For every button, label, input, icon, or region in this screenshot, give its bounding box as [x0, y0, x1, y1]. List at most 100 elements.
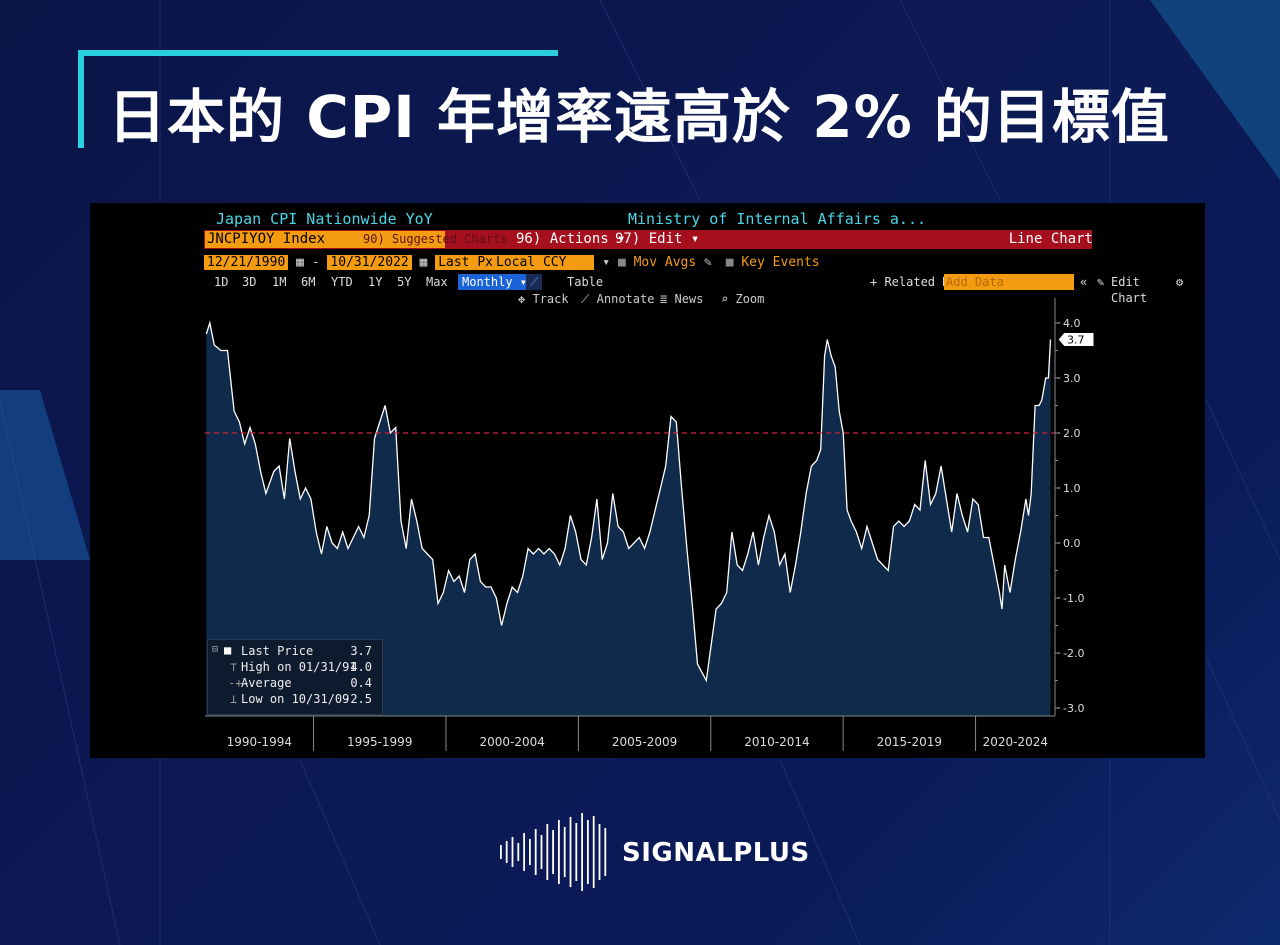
x-period-label: 2005-2009 — [612, 735, 677, 749]
low-marker-icon: ⊥ — [230, 692, 238, 706]
x-period-label: 2015-2019 — [877, 735, 942, 749]
cpi-line-chart[interactable]: 4.0 3.0 2.0 1.0 0.0 -1.0 -2.0 -3.0 1990-1994 1995… — [90, 203, 1205, 758]
logo-bar — [546, 824, 549, 880]
period-1d[interactable]: 1D — [214, 275, 229, 289]
logo-bar — [511, 837, 514, 867]
logo-bar — [540, 835, 543, 869]
logo-bar — [552, 830, 554, 874]
start-date-field[interactable]: 12/21/1990 — [204, 255, 289, 270]
add-data-field[interactable]: Add Data — [944, 274, 1074, 290]
news-button[interactable]: ≣ News — [660, 292, 704, 306]
end-date-field[interactable]: 10/31/2022 — [327, 255, 412, 270]
period-ytd[interactable]: YTD — [331, 275, 353, 289]
logo-bar — [598, 824, 601, 880]
x-period-label: 2000-2004 — [479, 735, 544, 749]
high-marker-icon: ⊤ — [230, 660, 238, 674]
period-max[interactable]: Max — [426, 275, 448, 289]
y-tick-label: 3.0 — [1063, 372, 1081, 385]
average-marker-icon: -+- — [228, 676, 250, 690]
collapse-icon[interactable]: « — [1080, 275, 1088, 289]
legend-average-label: Average — [241, 676, 292, 690]
actions-menu[interactable]: 96) Actions ▾ — [516, 231, 626, 247]
line-chart-icon[interactable]: ⟋ — [526, 274, 543, 290]
logo-bar — [581, 813, 583, 891]
legend-last-price-value: 3.7 — [350, 644, 372, 658]
logo-bar — [534, 829, 537, 875]
period-5y[interactable]: 5Y — [397, 275, 412, 289]
related-data-button[interactable]: + Related Dat — [870, 275, 964, 289]
period-1m[interactable]: 1M — [272, 275, 287, 289]
annotate-button[interactable]: ⟋ Annotate — [581, 292, 655, 306]
currency-select[interactable]: Local CCY — [493, 255, 595, 270]
title-accent-side — [78, 50, 84, 148]
logo-bar — [505, 841, 508, 863]
brand-name: SIGNALPLUS — [622, 838, 810, 868]
table-button[interactable]: Table — [567, 275, 604, 289]
logo-bar — [604, 828, 607, 876]
logo-bar — [529, 839, 531, 865]
calendar-icon[interactable]: ▦ — [296, 255, 304, 270]
logo-bar — [523, 833, 525, 871]
suggested-charts-button[interactable]: 90) Suggested Charts — [363, 232, 508, 246]
chart-legend: ⊟ ■ Last Price 3.7 ⊤ High on 01/31/91 4.… — [207, 639, 383, 715]
y-tick-label: -1.0 — [1063, 592, 1084, 605]
x-period-label: 1995-1999 — [347, 735, 412, 749]
security-description: Japan CPI Nationwide YoY — [216, 210, 433, 228]
last-value-tag — [1057, 332, 1095, 347]
zoom-button[interactable]: ⌕ Zoom — [721, 292, 765, 306]
key-events-label[interactable]: Key Events — [741, 255, 820, 270]
legend-high-value: 4.0 — [350, 660, 372, 674]
series-area — [206, 323, 1051, 716]
legend-swatch: ■ — [224, 643, 232, 657]
x-period-label: 2020-2024 — [983, 735, 1048, 749]
period-toolbar: 1D 3D 1M 6M YTD 1Y 5Y Max Monthly ▾ ⟋ Ta… — [204, 274, 1183, 305]
dropdown-arrow-icon[interactable]: ▾ — [602, 255, 611, 270]
mov-avgs-label[interactable]: Mov Avgs — [633, 255, 697, 270]
edit-menu[interactable]: 97) Edit ▾ — [615, 231, 700, 247]
date-range-row: 12/21/1990 ▦ - 10/31/2022 ▦ Last Px — [204, 255, 523, 271]
title-accent-bar — [78, 50, 558, 56]
source-name: Ministry of Internal Affairs a... — [628, 210, 927, 228]
track-button[interactable]: ✥ Track — [518, 292, 569, 306]
logo-bar — [592, 816, 595, 888]
chart-type-label[interactable]: Line Chart — [1008, 231, 1093, 247]
signalplus-logo-icon — [500, 813, 607, 891]
collapse-legend-icon[interactable]: ⊟ — [212, 644, 219, 655]
magnifier-icon: ⌕ — [721, 292, 729, 306]
legend-average-value: 0.4 — [350, 676, 372, 690]
key-events-checkbox[interactable]: ■ — [725, 255, 734, 270]
calendar-icon[interactable]: ▦ — [419, 255, 428, 270]
legend-low-value: -2.5 — [343, 692, 372, 706]
y-tick-label: 0.0 — [1063, 537, 1081, 550]
y-tick-label: 1.0 — [1063, 482, 1081, 495]
mov-avgs-checkbox[interactable]: ■ — [617, 255, 626, 270]
period-3d[interactable]: 3D — [242, 275, 257, 289]
last-value-label: 3.7 — [1067, 334, 1085, 347]
frequency-select[interactable]: Monthly ▾ — [458, 274, 532, 290]
x-period-label: 1990-1994 — [227, 735, 292, 749]
logo-bar — [563, 827, 566, 877]
pencil-icon[interactable]: ✎ — [704, 255, 712, 270]
terminal-chart-panel: Japan CPI Nationwide YoY Ministry of Int… — [90, 203, 1205, 758]
period-6m[interactable]: 6M — [301, 275, 316, 289]
logo-bar — [558, 820, 560, 884]
logo-bar — [587, 820, 589, 884]
period-1y[interactable]: 1Y — [368, 275, 383, 289]
edit-chart-button[interactable]: Edit Chart — [1111, 275, 1148, 305]
pencil-icon[interactable]: ✎ — [1097, 275, 1105, 289]
page-title: 日本的 CPI 年增率遠高於 2% 的目標值 — [108, 83, 1170, 151]
ticker-field[interactable]: JNCPIYOY Index — [205, 231, 445, 248]
y-tick-label: 4.0 — [1063, 317, 1081, 330]
crosshair-icon: ✥ — [518, 292, 526, 306]
legend-low-label: Low on 10/31/09 — [241, 692, 350, 706]
logo-bar — [575, 823, 578, 881]
pen-icon: ⟋ — [581, 292, 590, 306]
logo-bar — [517, 843, 520, 861]
series-line — [205, 320, 1052, 683]
legend-last-price-label: Last Price — [241, 644, 314, 658]
news-icon: ≣ — [660, 292, 668, 306]
legend-high-label: High on 01/31/91 — [241, 660, 357, 674]
gear-icon[interactable]: ⚙ — [1176, 275, 1184, 289]
currency-row: Local CCY ▾ ■ Mov Avgs ✎ ■ Key Events — [493, 255, 820, 271]
